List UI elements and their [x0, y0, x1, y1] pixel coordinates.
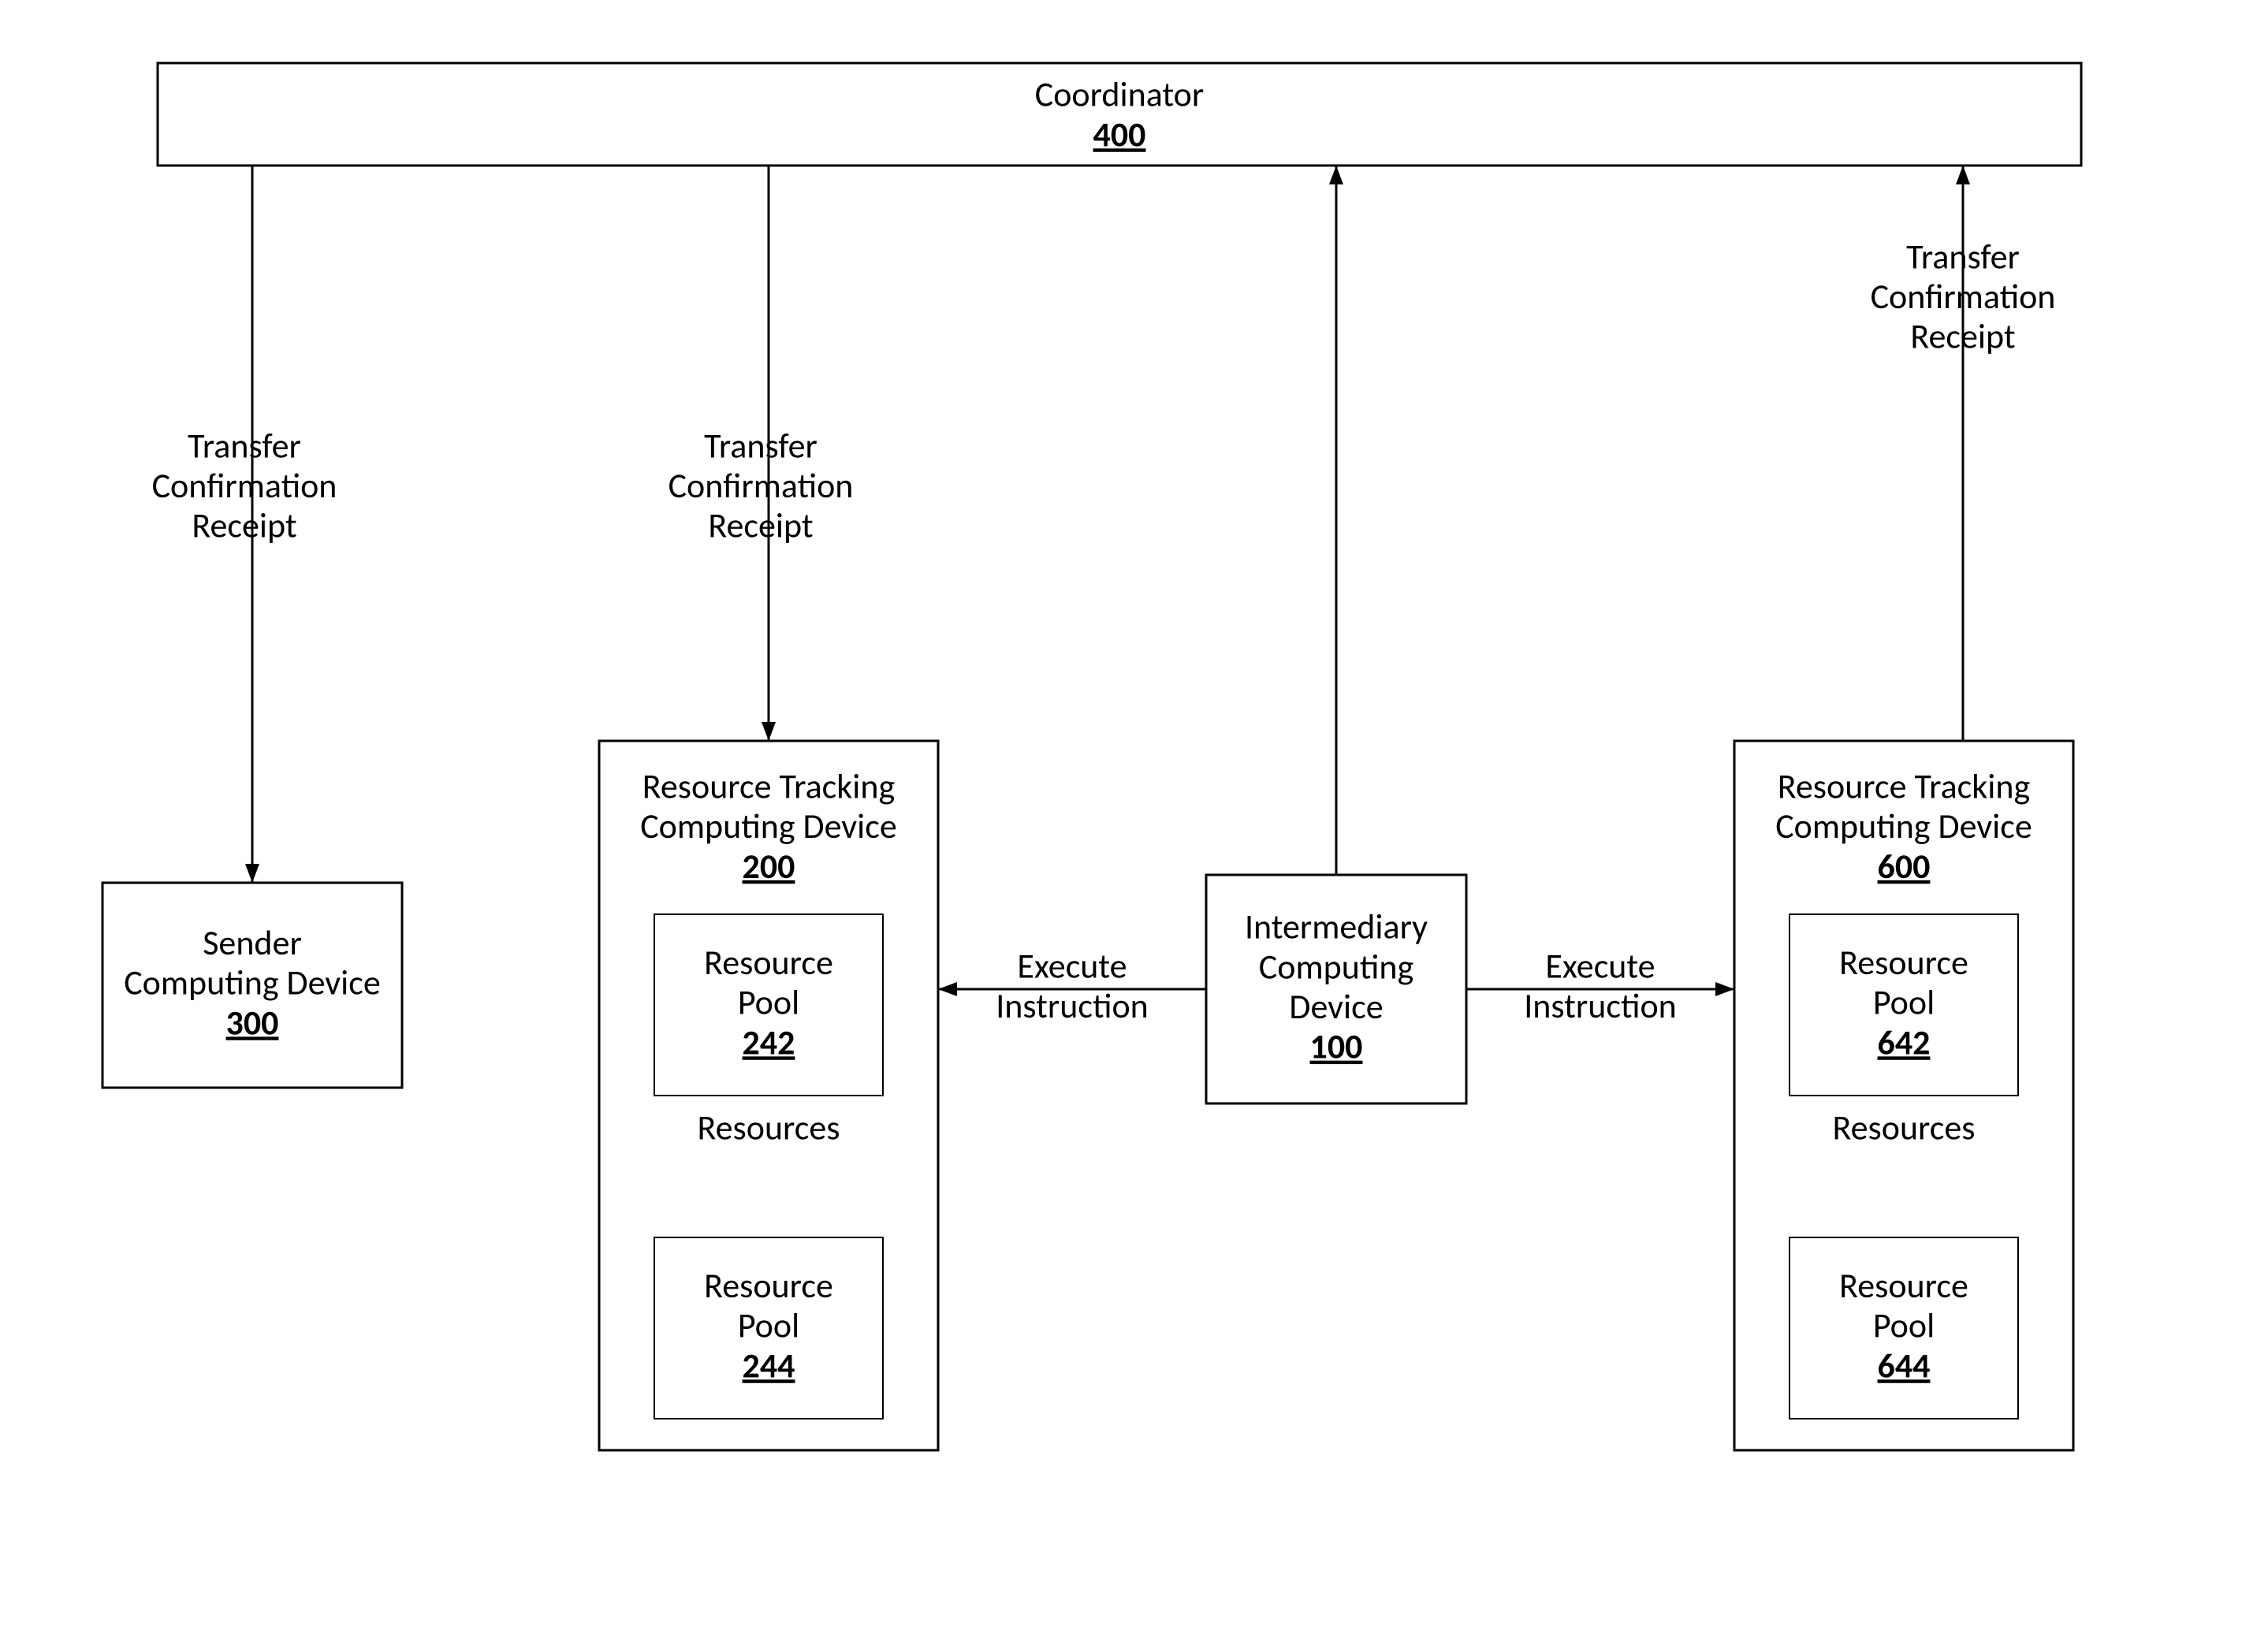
box-label: Resource — [1839, 1264, 1968, 1307]
edge-label: Confirmation — [152, 464, 337, 507]
box-label: Computing Device — [124, 962, 381, 1004]
box-label: Resource — [704, 941, 833, 984]
box-label: Resource — [704, 1264, 833, 1307]
diagram-svg: Coordinator400SenderComputing Device300R… — [0, 0, 2242, 1652]
edge-label: Confirmation — [669, 464, 854, 507]
box-ref: 242 — [743, 1021, 795, 1063]
edge-label: Instruction — [996, 984, 1149, 1027]
box-label: Sender — [203, 921, 302, 964]
box-ref: 244 — [743, 1344, 795, 1386]
box-label: Pool — [1873, 981, 1935, 1024]
edge-label: Execute — [1017, 945, 1127, 988]
box-label: Computing — [1259, 945, 1413, 988]
box-ref: 100 — [1310, 1025, 1363, 1068]
box-ref: 600 — [1878, 845, 1931, 887]
box-ref: 300 — [226, 1001, 279, 1044]
edge-label: Transfer — [704, 425, 817, 467]
box-label: Resource Tracking — [642, 765, 895, 808]
box-label: Computing Device — [640, 805, 897, 847]
diagram-root: Coordinator400SenderComputing Device300R… — [0, 0, 2242, 1652]
box-label: Coordinator — [1035, 73, 1204, 116]
box-label: Resource Tracking — [1778, 765, 2030, 808]
edge-label: Execute — [1545, 945, 1655, 988]
box-pool_644: ResourcePool644 — [1790, 1237, 2018, 1419]
edge-label: Resources — [1833, 1107, 1976, 1149]
box-pool_244: ResourcePool244 — [654, 1237, 883, 1419]
box-pool_642: ResourcePool642 — [1790, 914, 2018, 1096]
edge-label: Receipt — [1910, 315, 2015, 358]
box-ref: 642 — [1878, 1021, 1931, 1063]
box-coordinator: Coordinator400 — [158, 63, 2081, 166]
box-label: Resource — [1839, 941, 1968, 984]
box-intermediary: IntermediaryComputingDevice100 — [1206, 875, 1466, 1103]
edge-label: Transfer — [188, 425, 301, 467]
box-label: Device — [1289, 985, 1383, 1028]
edge-label: Receipt — [192, 504, 296, 547]
box-label: Pool — [1873, 1304, 1935, 1347]
edge-label: Receipt — [708, 504, 813, 547]
box-pool_242: ResourcePool242 — [654, 914, 883, 1096]
edge-label: Resources — [698, 1107, 840, 1149]
box-ref: 644 — [1878, 1344, 1931, 1386]
box-ref: 400 — [1093, 113, 1146, 155]
box-label: Pool — [738, 981, 799, 1024]
box-label: Computing Device — [1775, 805, 2032, 847]
edge-label: Instruction — [1524, 984, 1677, 1027]
box-ref: 200 — [743, 845, 795, 887]
box-sender: SenderComputing Device300 — [102, 883, 402, 1088]
edge-label: Confirmation — [1871, 275, 2056, 318]
box-label: Pool — [738, 1304, 799, 1347]
edge-label: Transfer — [1906, 236, 2020, 278]
box-label: Intermediary — [1245, 906, 1428, 948]
